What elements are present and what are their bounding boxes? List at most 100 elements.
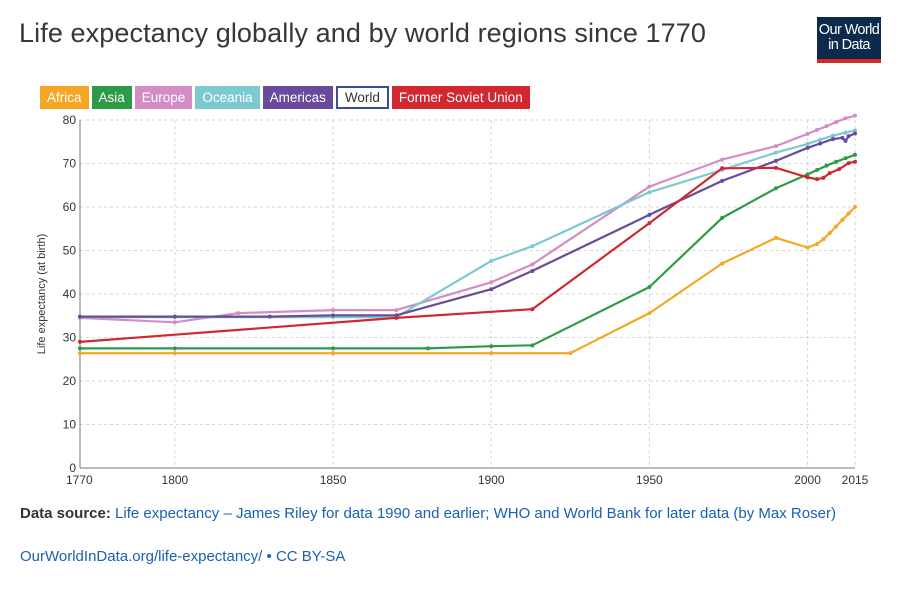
data-point-asia xyxy=(843,156,848,161)
footer-url-link[interactable]: OurWorldInData.org/life-expectancy/ xyxy=(20,548,263,565)
line-chart: 0 10 20 30 40 50 60 70 80 1770 1800 1850 1900 1950 200… xyxy=(36,113,869,487)
data-point-oceania xyxy=(489,258,494,263)
y-tick-label: 80 xyxy=(63,113,77,127)
series-line-oceania xyxy=(80,129,856,319)
data-point-americas xyxy=(818,141,823,146)
data-point-europe xyxy=(853,113,857,118)
data-point-asia xyxy=(815,168,820,173)
data-point-former-soviet-union xyxy=(805,175,810,180)
legend-item-americas[interactable]: Americas xyxy=(262,86,333,109)
data-point-americas xyxy=(331,313,336,318)
data-point-asia xyxy=(78,346,82,351)
legend-item-asia[interactable]: Asia xyxy=(91,86,132,109)
data-point-europe xyxy=(647,184,652,189)
y-tick-label: 40 xyxy=(63,287,77,301)
data-point-former-soviet-union xyxy=(846,161,851,166)
series-line-africa xyxy=(80,206,856,355)
data-point-africa xyxy=(773,235,778,240)
data-point-asia xyxy=(805,172,810,177)
data-point-africa xyxy=(827,231,832,236)
data-point-africa xyxy=(834,224,839,229)
data-point-asia xyxy=(834,159,839,164)
data-point-africa xyxy=(172,351,177,356)
data-point-africa xyxy=(78,351,82,356)
data-point-asia xyxy=(773,186,778,191)
data-point-americas xyxy=(78,314,82,319)
data-point-americas xyxy=(843,138,848,143)
x-tick-label: 1950 xyxy=(636,473,663,487)
data-point-africa xyxy=(647,311,652,316)
legend-item-europe[interactable]: Europe xyxy=(134,86,193,109)
data-point-oceania xyxy=(853,128,857,133)
data-point-europe xyxy=(172,320,177,325)
legend-item-world[interactable]: World xyxy=(335,86,389,109)
y-tick-label: 20 xyxy=(63,374,77,388)
data-point-africa xyxy=(805,245,810,250)
data-point-asia xyxy=(853,152,857,157)
data-point-former-soviet-union xyxy=(853,159,857,164)
data-point-oceania xyxy=(530,244,535,249)
data-point-europe xyxy=(773,144,778,149)
y-tick-label: 60 xyxy=(63,200,77,214)
data-point-americas xyxy=(647,212,652,217)
data-point-africa xyxy=(840,218,845,223)
data-point-oceania xyxy=(805,141,810,146)
data-point-europe xyxy=(824,124,829,129)
data-point-africa xyxy=(720,261,725,266)
data-point-former-soviet-union xyxy=(394,315,399,320)
y-axis-label: Life expectancy (at birth) xyxy=(36,234,48,354)
data-point-europe xyxy=(843,116,848,121)
data-point-africa xyxy=(853,205,857,209)
data-point-africa xyxy=(821,237,826,242)
data-point-oceania xyxy=(818,137,823,142)
series-line-europe xyxy=(79,114,856,324)
data-point-former-soviet-union xyxy=(827,171,832,176)
data-point-oceania xyxy=(830,133,835,138)
y-tick-label: 70 xyxy=(63,157,77,171)
data-point-former-soviet-union xyxy=(720,166,725,171)
data-point-oceania xyxy=(843,130,848,135)
data-point-asia xyxy=(331,346,336,351)
x-tick-label: 1900 xyxy=(478,473,505,487)
data-source-label: Data source: xyxy=(20,505,111,522)
data-point-africa xyxy=(331,351,336,356)
data-point-oceania xyxy=(773,150,778,155)
data-point-americas xyxy=(720,178,725,183)
data-point-africa xyxy=(815,241,820,246)
data-point-americas xyxy=(773,158,778,163)
footer-license-link[interactable]: CC BY-SA xyxy=(275,548,346,565)
data-point-americas xyxy=(267,314,272,319)
legend-item-oceania[interactable]: Oceania xyxy=(195,86,260,109)
chart-title: Life expectancy globally and by world re… xyxy=(19,18,707,48)
data-point-europe xyxy=(489,280,494,285)
data-point-europe xyxy=(720,157,725,162)
data-source-link[interactable]: Life expectancy – James Riley for data 1… xyxy=(115,505,836,522)
data-point-former-soviet-union xyxy=(78,339,82,344)
x-tick-label: 1770 xyxy=(66,473,93,487)
data-point-americas xyxy=(805,145,810,150)
y-tick-label: 10 xyxy=(63,418,77,432)
logo-accent-bar xyxy=(817,59,881,63)
data-point-asia xyxy=(824,163,829,168)
data-point-americas xyxy=(172,314,177,319)
data-point-americas xyxy=(530,268,535,273)
legend-item-former-soviet-union[interactable]: Former Soviet Union xyxy=(391,86,530,109)
x-tick-label: 1800 xyxy=(162,473,189,487)
legend-item-africa[interactable]: Africa xyxy=(40,86,89,109)
data-point-africa xyxy=(489,351,494,356)
chart-legend: Africa Asia Europe Oceania Americas World Form… xyxy=(40,86,533,109)
data-point-europe xyxy=(815,128,820,133)
data-point-former-soviet-union xyxy=(530,307,535,312)
data-point-asia xyxy=(425,346,430,351)
data-point-asia xyxy=(720,215,725,220)
data-point-former-soviet-union xyxy=(647,221,652,226)
data-point-oceania xyxy=(647,190,652,195)
y-tick-label: 30 xyxy=(63,331,77,345)
data-point-europe xyxy=(834,120,839,125)
data-point-former-soviet-union xyxy=(773,165,778,170)
owid-logo[interactable]: Our World in Data xyxy=(817,17,881,63)
footer-separator: • xyxy=(262,548,276,565)
x-tick-label: 2015 xyxy=(842,473,869,487)
logo-line-1: Our World xyxy=(818,22,880,38)
x-tick-label: 2000 xyxy=(794,473,821,487)
